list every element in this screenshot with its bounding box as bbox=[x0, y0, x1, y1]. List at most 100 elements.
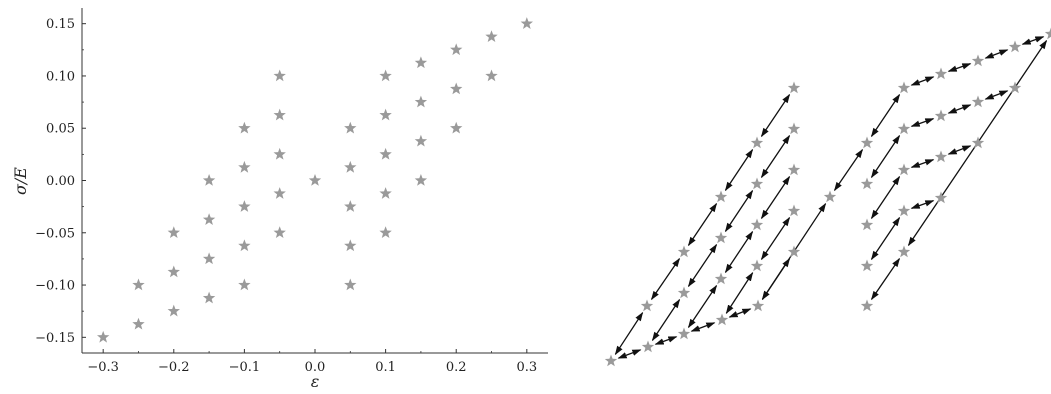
data-point bbox=[450, 121, 463, 134]
diagram-node bbox=[787, 163, 801, 176]
data-point bbox=[273, 147, 286, 160]
diagram-node bbox=[787, 245, 801, 258]
x-axis-label: ε bbox=[311, 372, 320, 391]
diagram-node bbox=[971, 136, 985, 149]
diagram-node bbox=[787, 204, 801, 217]
data-point bbox=[238, 121, 251, 134]
diagram-node bbox=[934, 150, 948, 163]
diagram-node bbox=[1008, 81, 1022, 94]
diagram-node bbox=[934, 191, 948, 204]
data-point bbox=[379, 108, 392, 121]
diagram-node bbox=[860, 218, 874, 231]
diagram-node bbox=[860, 177, 874, 190]
diagram-node bbox=[1008, 40, 1022, 53]
x-tick-label: −0.3 bbox=[87, 360, 119, 375]
diagram-arrow bbox=[870, 93, 901, 138]
diagram-node bbox=[823, 190, 837, 203]
data-point bbox=[414, 56, 428, 69]
diagram-arrow bbox=[910, 118, 935, 127]
data-point bbox=[414, 174, 428, 186]
data-point bbox=[167, 265, 180, 278]
data-point bbox=[450, 43, 463, 56]
diagram-node bbox=[860, 299, 874, 312]
diagram-arrow bbox=[728, 308, 752, 318]
diagram-node bbox=[714, 190, 728, 203]
data-point bbox=[308, 174, 322, 186]
diagram-node bbox=[1044, 27, 1051, 40]
y-tick-label: 0.05 bbox=[46, 122, 75, 137]
y-tick-label: 0.00 bbox=[46, 174, 75, 189]
diagram-node bbox=[714, 231, 728, 244]
data-point bbox=[167, 226, 180, 239]
data-point bbox=[414, 95, 428, 108]
diagram-node bbox=[677, 245, 691, 258]
data-point bbox=[202, 291, 216, 304]
diagram-arrow bbox=[870, 216, 901, 261]
data-point bbox=[273, 226, 286, 239]
diagram-node bbox=[897, 81, 911, 94]
diagram-node bbox=[677, 327, 691, 340]
data-point bbox=[379, 69, 392, 82]
diagram-nodes bbox=[604, 27, 1051, 367]
y-tick-label: 0.10 bbox=[46, 69, 75, 84]
diagram-node bbox=[715, 313, 729, 326]
data-point bbox=[344, 239, 357, 252]
data-point bbox=[273, 69, 286, 82]
diagram-node bbox=[971, 54, 985, 67]
diagram-node bbox=[787, 81, 801, 94]
data-point bbox=[167, 304, 180, 317]
y-tick-label: −0.10 bbox=[35, 279, 75, 294]
x-tick-label: 0.0 bbox=[305, 360, 326, 375]
x-tick-label: 0.1 bbox=[375, 360, 396, 375]
diagram-arrow bbox=[724, 230, 754, 274]
diagram-arrow bbox=[654, 336, 678, 345]
diagram-node bbox=[641, 340, 655, 353]
diagram-node bbox=[971, 95, 985, 108]
data-point bbox=[238, 200, 251, 212]
diagram-node bbox=[897, 122, 911, 135]
data-point bbox=[344, 278, 357, 291]
data-point bbox=[238, 278, 251, 291]
diagram-node bbox=[897, 163, 911, 176]
data-point bbox=[132, 278, 145, 291]
diagram-node bbox=[750, 218, 764, 231]
diagram-node bbox=[897, 204, 911, 217]
scatter-plot: −0.3 −0.2 −0.1 0.0 0.1 0.2 0.3 −0.15 −0.10 −0.05 0… bbox=[11, 8, 548, 391]
data-points bbox=[97, 17, 533, 343]
data-point bbox=[414, 134, 428, 147]
diagram-arrow bbox=[761, 202, 827, 301]
diagram-arrow bbox=[910, 76, 935, 86]
diagram-arrow bbox=[870, 257, 901, 301]
data-point bbox=[202, 213, 216, 225]
data-point bbox=[485, 69, 498, 82]
data-point bbox=[273, 108, 286, 121]
diagram-arrow bbox=[651, 298, 681, 342]
data-point bbox=[485, 30, 498, 43]
diagram-arrow bbox=[724, 148, 754, 192]
data-point bbox=[132, 317, 145, 330]
x-tick-label: 0.2 bbox=[446, 360, 467, 375]
diagram-arrows bbox=[614, 36, 1048, 359]
data-point bbox=[238, 160, 251, 173]
diagram-node bbox=[934, 109, 948, 122]
diagram-node bbox=[750, 136, 764, 149]
diagram-node bbox=[860, 259, 874, 272]
diagram-arrow bbox=[760, 175, 791, 220]
diagram-arrow bbox=[690, 322, 716, 332]
data-point bbox=[97, 330, 110, 343]
data-point bbox=[344, 160, 357, 173]
diagram-arrow bbox=[760, 134, 791, 179]
diagram-arrow bbox=[907, 39, 1048, 247]
x-tick-label: 0.3 bbox=[516, 360, 537, 375]
data-point bbox=[344, 200, 357, 212]
diagram-arrow bbox=[687, 243, 718, 288]
data-point bbox=[379, 226, 392, 239]
data-point bbox=[202, 252, 216, 265]
diagram-arrow bbox=[1021, 36, 1045, 45]
data-point bbox=[379, 147, 392, 160]
x-tick-label: −0.2 bbox=[158, 360, 190, 375]
y-tick-label: 0.15 bbox=[46, 17, 75, 32]
y-tick-label: −0.15 bbox=[35, 331, 75, 346]
diagram-arrow bbox=[947, 104, 972, 114]
diagram-arrow bbox=[617, 349, 642, 359]
